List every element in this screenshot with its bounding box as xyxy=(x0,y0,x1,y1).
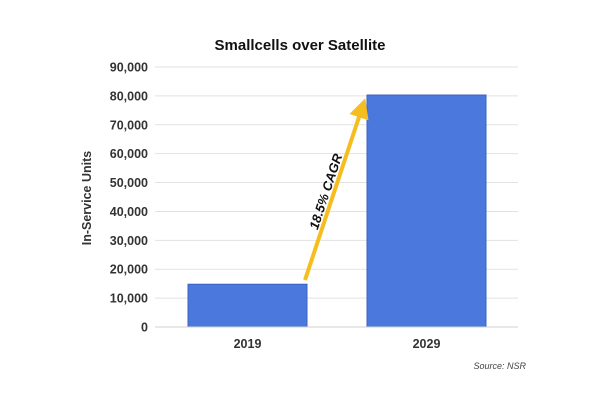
x-tick-label-2019: 2019 xyxy=(234,337,262,351)
y-tick-label: 30,000 xyxy=(110,234,148,248)
bar-2019 xyxy=(187,283,308,328)
y-tick-label: 20,000 xyxy=(110,263,148,277)
y-tick-label: 50,000 xyxy=(110,176,148,190)
y-tick-label: 10,000 xyxy=(110,292,148,306)
chart-title: Smallcells over Satellite xyxy=(215,37,386,54)
y-tick-label: 40,000 xyxy=(110,205,148,219)
source-note: Source: NSR xyxy=(473,361,526,371)
x-tick-label-2029: 2029 xyxy=(413,337,441,351)
y-tick-label: 90,000 xyxy=(110,61,148,75)
y-tick-label: 60,000 xyxy=(110,147,148,161)
y-axis-label: In-Service Units xyxy=(80,151,94,246)
cagr-arrow xyxy=(303,98,369,281)
bar-2029 xyxy=(366,94,487,328)
y-tick-label: 70,000 xyxy=(110,118,148,132)
x-axis-ticks: 2019 2029 xyxy=(234,337,441,351)
bars xyxy=(187,94,487,328)
y-axis-ticks: 0 10,000 20,000 30,000 40,000 50,000 60,000 70,… xyxy=(110,61,148,335)
y-tick-label: 0 xyxy=(141,321,148,335)
y-tick-label: 80,000 xyxy=(110,89,148,103)
